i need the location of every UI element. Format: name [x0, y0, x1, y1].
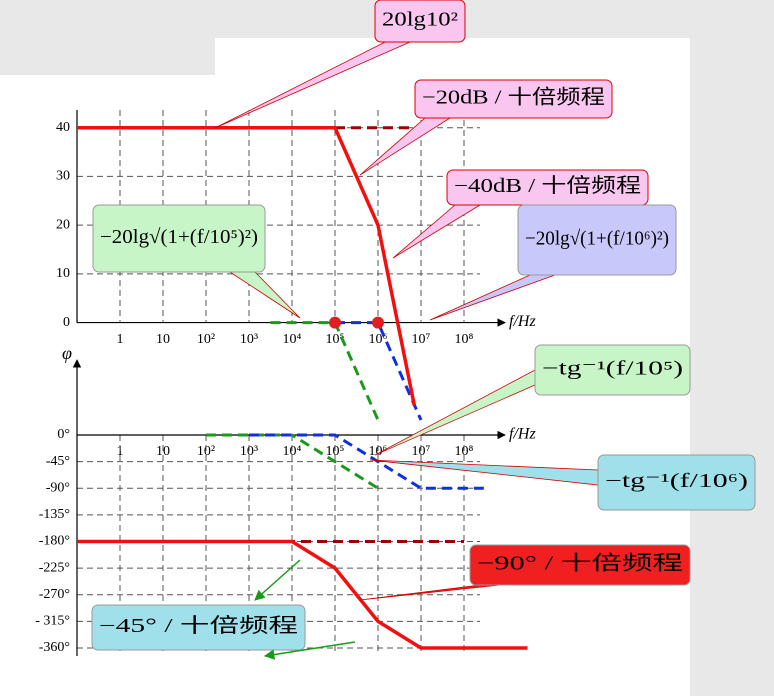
arrow	[263, 641, 356, 660]
line-series	[335, 321, 423, 421]
callout-text: −20dB / 十倍频程	[422, 86, 605, 109]
y-tick-label: -180°	[39, 534, 70, 549]
callout-box	[469, 544, 691, 586]
x-tick-label: 10⁸	[455, 332, 474, 347]
y-tick-label: -135°	[39, 507, 70, 522]
callout-box	[597, 454, 756, 511]
callout-text: −tg⁻¹(f/10⁶)	[605, 470, 748, 492]
line-series	[206, 433, 379, 490]
callout-box	[517, 204, 677, 276]
line-series	[77, 125, 417, 406]
x-tick-label: 10⁴	[283, 332, 302, 347]
y-tick-label: -270°	[39, 587, 70, 602]
point	[329, 316, 341, 329]
y-tick-label: 30	[56, 169, 70, 184]
callout-text: −20lg√(1+(f/10⁶)²)	[525, 228, 669, 250]
line-series	[77, 539, 528, 650]
x-tick-label: 10⁶	[369, 444, 388, 459]
x-tick-label: 10⁵	[326, 332, 345, 347]
x-tick-label: 10	[156, 332, 170, 347]
callout-text: −40dB / 十倍频程	[454, 174, 641, 197]
y-tick-label: 10	[56, 266, 70, 281]
arrow	[254, 559, 301, 601]
x-tick-label: 10⁴	[283, 444, 302, 459]
callout-box	[414, 79, 613, 119]
x-tick-label: 10⁷	[412, 332, 431, 347]
x-tick-label: 10³	[240, 444, 258, 459]
callout-box	[374, 0, 466, 43]
x-axis-label: f/Hz	[509, 313, 536, 330]
y-tick-label: 40	[56, 120, 70, 135]
y-tick-label: 0	[63, 315, 70, 330]
x-tick-label: 1	[117, 444, 124, 459]
callout-text: 20lg10²	[382, 9, 458, 31]
x-tick-label: 10³	[240, 332, 258, 347]
x-tick-label: 10⁵	[326, 444, 345, 459]
x-tick-label: 10	[156, 444, 170, 459]
x-tick-label: 10⁸	[455, 444, 474, 459]
callout-text: −tg⁻¹(f/10⁵)	[542, 358, 683, 380]
point	[372, 316, 384, 329]
y-tick-label: 20	[56, 217, 70, 232]
x-axis-label: f/Hz	[509, 426, 536, 443]
x-tick-label: 10²	[197, 444, 215, 459]
callout-box	[92, 204, 266, 273]
x-tick-label: 10⁷	[412, 444, 431, 459]
y-axis-label: φ	[62, 343, 72, 363]
y-tick-label: -45°	[46, 454, 70, 469]
callout-text: −90° / 十倍频程	[477, 552, 683, 575]
y-tick-label: - 315°	[35, 614, 70, 629]
callout-text: −45° / 十倍频程	[99, 614, 298, 637]
callout-box	[91, 604, 306, 651]
x-tick-label: 1	[117, 332, 124, 347]
line-series	[249, 433, 485, 490]
y-tick-label: 0°	[57, 427, 70, 442]
callout-box	[534, 344, 691, 396]
y-tick-label: -360°	[39, 640, 70, 655]
x-tick-label: 10⁶	[369, 332, 388, 347]
y-tick-label: -225°	[39, 560, 70, 575]
x-tick-label: 10²	[197, 332, 215, 347]
plot-background	[215, 38, 690, 78]
y-tick-label: -90°	[46, 480, 70, 495]
callout-text: −20lg√(1+(f/10⁵)²)	[100, 226, 258, 248]
